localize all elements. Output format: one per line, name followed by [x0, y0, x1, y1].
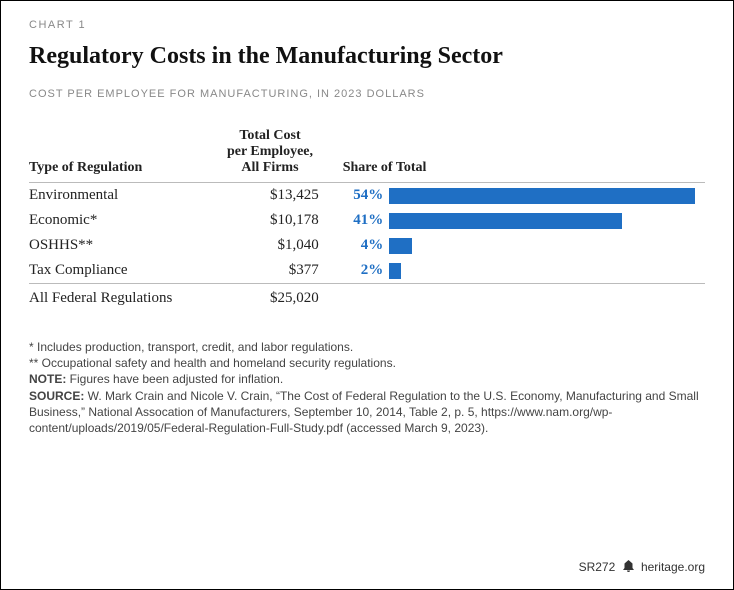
- col-header-share: Share of Total: [343, 124, 705, 183]
- source-label: SOURCE:: [29, 389, 84, 403]
- table-row: Tax Compliance$3772%: [29, 258, 705, 284]
- footnote-source: SOURCE: W. Mark Crain and Nicole V. Crai…: [29, 388, 705, 437]
- cell-pct: 2%: [343, 258, 390, 284]
- cell-type: Economic*: [29, 208, 221, 233]
- chart-number-label: CHART 1: [29, 19, 705, 31]
- cell-cost: $377: [221, 258, 342, 284]
- col-header-cost: Total Cost per Employee, All Firms: [221, 124, 342, 183]
- cell-bar: [389, 183, 705, 209]
- regulation-cost-table: Type of Regulation Total Cost per Employ…: [29, 124, 705, 311]
- cell-cost: $10,178: [221, 208, 342, 233]
- footnote-star2: ** Occupational safety and health and ho…: [29, 355, 705, 371]
- share-bar: [389, 188, 695, 204]
- footer: SR272 heritage.org: [579, 560, 705, 575]
- chart-subtitle: COST PER EMPLOYEE FOR MANUFACTURING, IN …: [29, 88, 705, 100]
- footnotes-block: * Includes production, transport, credit…: [29, 339, 705, 436]
- share-bar: [389, 213, 621, 229]
- cell-pct: 54%: [343, 183, 390, 209]
- share-bar: [389, 238, 412, 254]
- note-label: NOTE:: [29, 372, 66, 386]
- cell-bar: [389, 258, 705, 284]
- cell-type: Tax Compliance: [29, 258, 221, 284]
- chart-title: Regulatory Costs in the Manufacturing Se…: [29, 43, 705, 70]
- footer-code: SR272: [579, 560, 616, 574]
- footnote-star1: * Includes production, transport, credit…: [29, 339, 705, 355]
- table-row: Environmental$13,42554%: [29, 183, 705, 209]
- cell-cost: $1,040: [221, 233, 342, 258]
- source-text: W. Mark Crain and Nicole V. Crain, “The …: [29, 389, 699, 435]
- cell-bar: [389, 208, 705, 233]
- cell-type: Environmental: [29, 183, 221, 209]
- footer-site: heritage.org: [641, 560, 705, 574]
- cell-bar: [389, 233, 705, 258]
- bell-icon: [623, 560, 634, 575]
- table-row: Economic*$10,17841%: [29, 208, 705, 233]
- total-cost: $25,020: [221, 284, 342, 312]
- col-header-type: Type of Regulation: [29, 124, 221, 183]
- total-type: All Federal Regulations: [29, 284, 221, 312]
- table-row: OSHHS**$1,0404%: [29, 233, 705, 258]
- cell-pct: 41%: [343, 208, 390, 233]
- total-row: All Federal Regulations $25,020: [29, 284, 705, 312]
- note-text: Figures have been adjusted for inflation…: [66, 372, 283, 386]
- footnote-note: NOTE: Figures have been adjusted for inf…: [29, 371, 705, 387]
- cell-cost: $13,425: [221, 183, 342, 209]
- cell-type: OSHHS**: [29, 233, 221, 258]
- cell-pct: 4%: [343, 233, 390, 258]
- share-bar: [389, 263, 400, 279]
